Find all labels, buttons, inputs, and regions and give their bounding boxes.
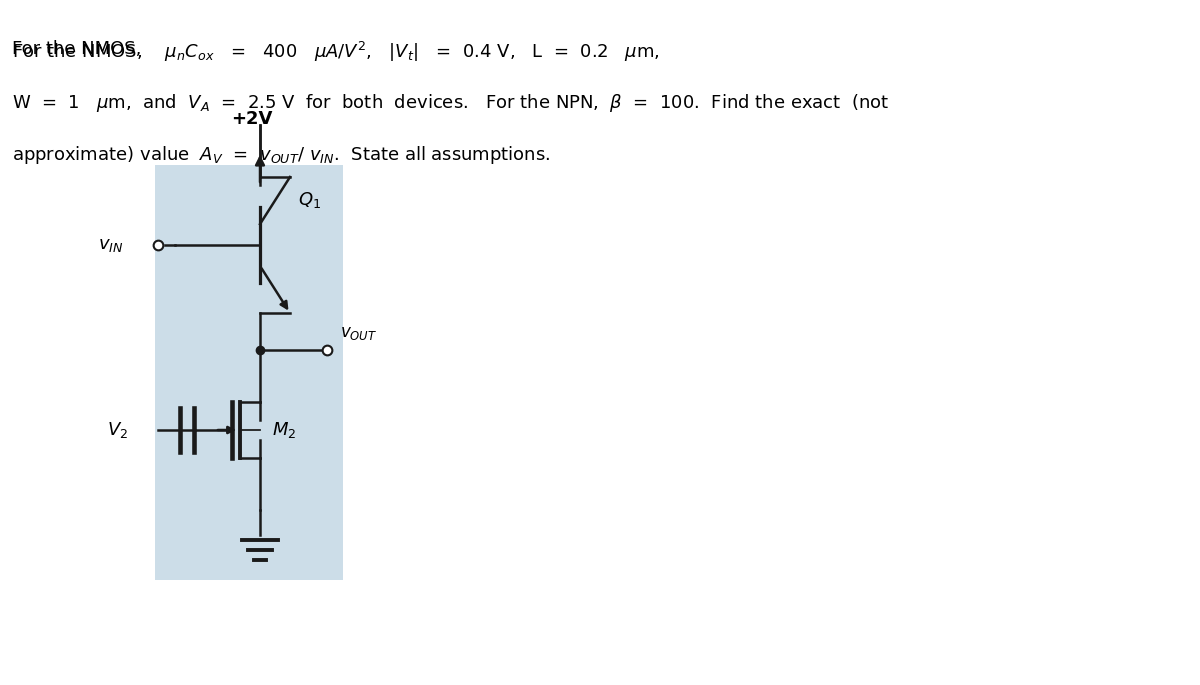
Text: $v_{OUT}$: $v_{OUT}$ [340, 324, 377, 342]
Text: For the NMOS,: For the NMOS, [12, 40, 142, 58]
Text: $Q_1$: $Q_1$ [298, 190, 322, 210]
Text: +2V: +2V [232, 110, 272, 128]
Text: For the NMOS,    $\mu_n C_{ox}$   =   400   $\mu A/V^2$,   $|V_t|$   =  0.4 V,  : For the NMOS, $\mu_n C_{ox}$ = 400 $\mu … [12, 40, 660, 64]
Text: $v_{IN}$: $v_{IN}$ [97, 236, 124, 254]
Text: $M_2$: $M_2$ [272, 420, 296, 440]
FancyBboxPatch shape [155, 395, 226, 580]
FancyBboxPatch shape [155, 165, 230, 450]
FancyBboxPatch shape [208, 165, 343, 580]
Text: approximate) value  $A_V$  =  $v_{OUT}$/ $v_{IN}$.  State all assumptions.: approximate) value $A_V$ = $v_{OUT}$/ $v… [12, 144, 551, 166]
Text: W  =  1   $\mu$m,  and  $V_A$  =  2.5 V  for  both  devices.   For the NPN,  $\b: W = 1 $\mu$m, and $V_A$ = 2.5 V for both… [12, 92, 889, 114]
Text: $V_2$: $V_2$ [107, 420, 128, 440]
